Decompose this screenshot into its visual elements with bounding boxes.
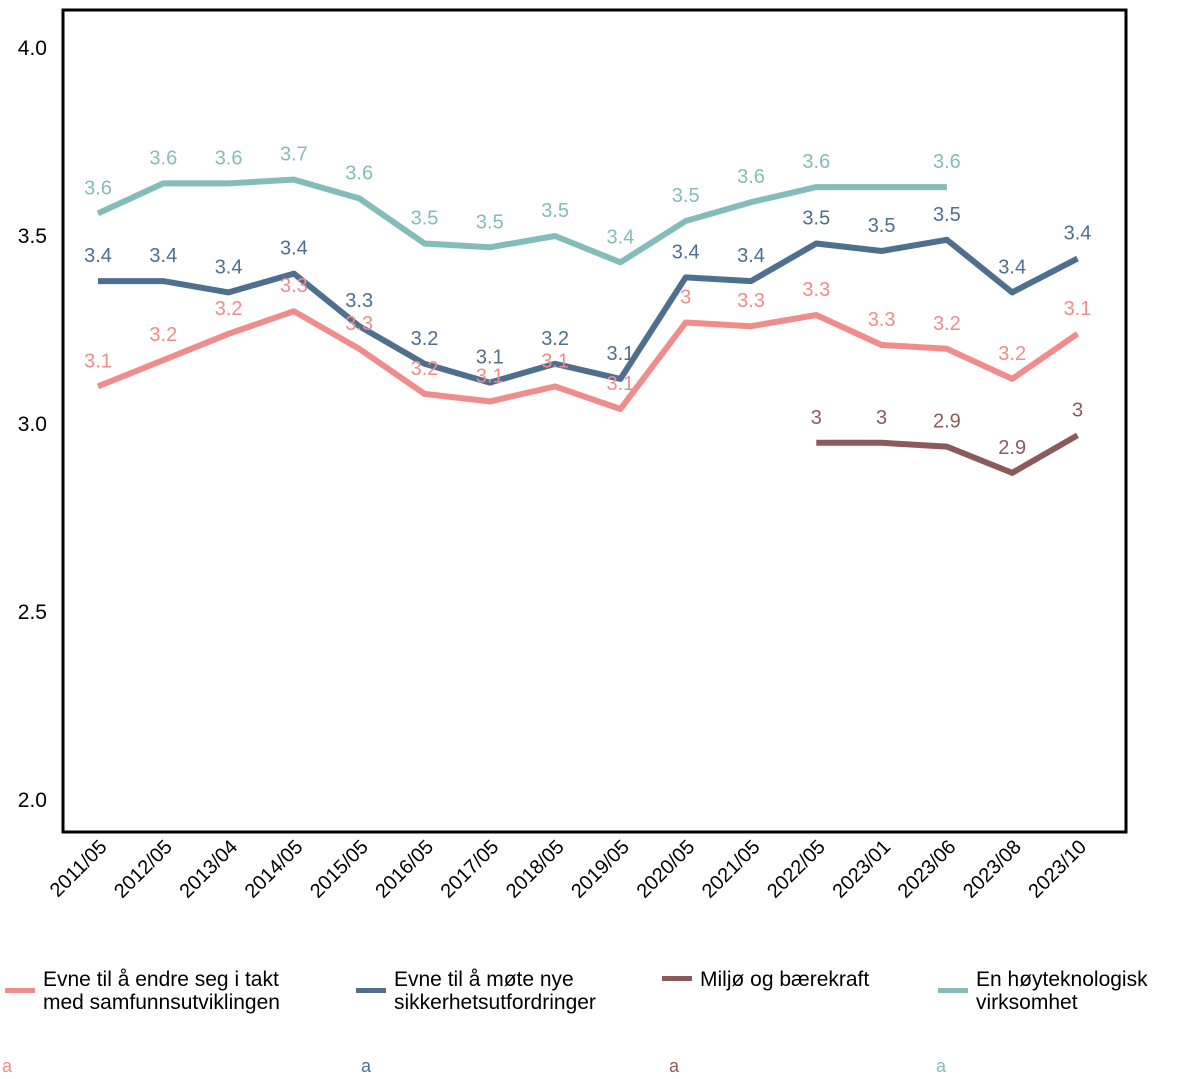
y-tick-label: 3.5 [18, 225, 47, 248]
data-label: 3.2 [411, 358, 439, 380]
legend-sub-label: a [669, 1056, 680, 1076]
legend-sub-label: a [936, 1056, 947, 1076]
data-label: 3.6 [84, 177, 112, 199]
legend-swatch [5, 988, 35, 993]
data-label: 3.4 [149, 245, 177, 267]
legend-label: Evne til å møte nye sikkerhetsutfordring… [394, 968, 596, 1014]
data-label: 3.4 [672, 241, 700, 263]
data-label: 3.4 [84, 245, 112, 267]
data-labels: 3.13.23.23.33.33.2 3.13.13.13 3.33.33.3 3.2… [84, 144, 1091, 459]
legend-item-security: Evne til å møte nye sikkerhetsutfordring… [356, 968, 596, 1014]
legend-item-change: Evne til å endre seg i takt med samfunns… [5, 968, 280, 1014]
legend-label: En høyteknologisk virksomhet [976, 968, 1148, 1014]
legend-label: Evne til å endre seg i takt med samfunns… [43, 968, 280, 1014]
x-tick-label: 2023/01 [828, 836, 895, 903]
x-tick-label: 2011/05 [46, 836, 112, 902]
x-tick-label: 2021/05 [698, 836, 765, 903]
data-label: 3.5 [672, 185, 700, 207]
series-lines [96, 176, 1080, 476]
data-label: 3.5 [411, 208, 439, 230]
data-label: 3.4 [1064, 223, 1092, 245]
data-label: 3.1 [1064, 298, 1092, 320]
legend-swatch [938, 988, 968, 993]
data-label: 3.3 [737, 290, 765, 312]
data-label: 3.3 [345, 313, 373, 335]
legend-item-environment: Miljø og bærekraft [662, 968, 869, 991]
x-tick-label: 2023/06 [894, 836, 961, 903]
data-label: 3.3 [280, 275, 308, 297]
data-label: 3.5 [868, 215, 896, 237]
data-label: 2.9 [933, 411, 961, 433]
x-tick-label: 2013/04 [175, 836, 242, 903]
series-line [816, 432, 1079, 476]
y-tick-label: 2.5 [18, 601, 47, 624]
data-label: 3.4 [737, 245, 765, 267]
legend-item-hightech: En høyteknologisk virksomhet [938, 968, 1148, 1014]
x-tick-label: 2022/05 [763, 836, 830, 903]
data-label: 3.2 [933, 313, 961, 335]
x-tick-label: 2023/10 [1024, 836, 1091, 903]
x-tick-label: 2019/05 [567, 836, 634, 903]
data-label: 3.2 [149, 324, 177, 346]
data-label: 3 [680, 286, 691, 308]
data-label: 3.3 [802, 279, 830, 301]
data-label: 3.4 [280, 238, 308, 260]
x-tick-label: 2015/05 [306, 836, 373, 903]
data-label: 3.7 [280, 144, 308, 166]
data-label: 3.5 [541, 200, 569, 222]
series-line [98, 236, 1079, 386]
data-label: 3.6 [737, 166, 765, 188]
data-label: 2.9 [998, 437, 1026, 459]
series-line [96, 176, 947, 266]
data-label: 3.6 [149, 147, 177, 169]
x-tick-label: 2023/08 [959, 836, 1026, 903]
x-axis: 2011/052012/052013/042014/052015/052016/… [46, 836, 1091, 903]
legend-swatch [662, 976, 692, 981]
y-axis: 2.0 2.5 3.0 3.5 4.0 [18, 37, 47, 812]
data-label: 3.1 [541, 350, 569, 372]
legend-label: Miljø og bærekraft [700, 968, 870, 991]
y-tick-label: 3.0 [18, 413, 47, 436]
data-label: 3.5 [933, 204, 961, 226]
data-label: 3.1 [476, 365, 504, 387]
data-label: 3.4 [998, 256, 1026, 278]
legend-sub-label: a [2, 1056, 13, 1076]
data-label: 3.2 [411, 328, 439, 350]
data-label: 3.2 [998, 343, 1026, 365]
data-label: 3.1 [606, 343, 634, 365]
data-label: 3.1 [84, 350, 112, 372]
data-label: 3 [1072, 399, 1083, 421]
data-label: 3.4 [215, 256, 243, 278]
x-tick-label: 2016/05 [371, 836, 438, 903]
data-label: 3.6 [933, 151, 961, 173]
data-label: 3.5 [476, 211, 504, 233]
data-label: 3.5 [802, 208, 830, 230]
data-label: 3.6 [345, 162, 373, 184]
data-label: 3.3 [868, 309, 896, 331]
data-label: 3.6 [802, 151, 830, 173]
y-tick-label: 4.0 [18, 37, 47, 60]
data-label: 3.1 [476, 347, 504, 369]
x-tick-label: 2014/05 [241, 836, 308, 903]
legend-swatch [356, 988, 386, 993]
data-label: 3.3 [345, 290, 373, 312]
data-label: 3.6 [215, 147, 243, 169]
legend: Evne til å endre seg i takt med samfunns… [0, 968, 1190, 1079]
y-tick-label: 2.0 [18, 789, 47, 812]
x-tick-label: 2018/05 [502, 836, 569, 903]
series-line [96, 308, 1080, 412]
data-label: 3.2 [541, 328, 569, 350]
x-tick-label: 2020/05 [633, 836, 700, 903]
line-chart: 2.02.53.03.54.0 2011/052012/052013/04201… [18, 8, 1128, 903]
data-label: 3.2 [215, 298, 243, 320]
data-label: 3.4 [606, 226, 634, 248]
x-tick-label: 2017/05 [437, 836, 504, 903]
data-label: 3 [876, 407, 887, 429]
legend-sub-label: a [361, 1056, 372, 1076]
x-tick-label: 2012/05 [110, 836, 177, 903]
plot-frame [61, 8, 1128, 834]
data-label: 3.1 [606, 373, 634, 395]
data-label: 3 [811, 407, 822, 429]
